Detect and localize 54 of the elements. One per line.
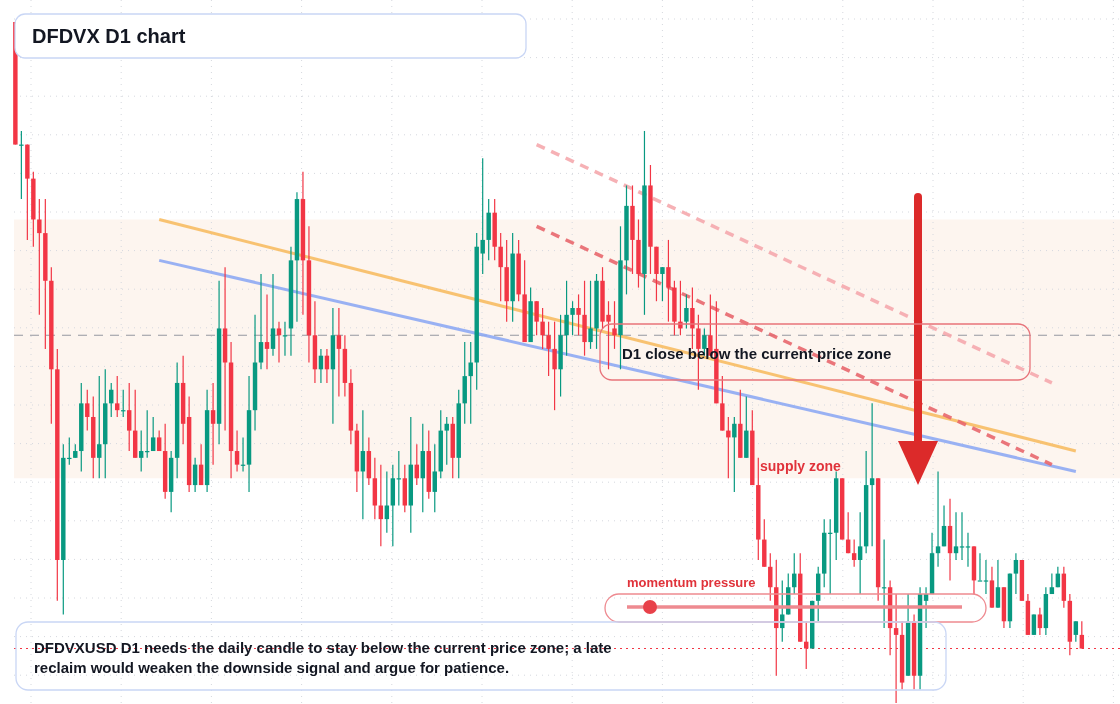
candlestick bbox=[552, 321, 557, 411]
candlestick bbox=[612, 300, 617, 350]
candlestick bbox=[1073, 620, 1079, 643]
candlestick bbox=[570, 300, 575, 336]
candlestick bbox=[660, 266, 665, 302]
candlestick bbox=[444, 416, 449, 466]
candlestick bbox=[540, 307, 545, 350]
candlestick bbox=[959, 511, 965, 561]
candlestick bbox=[498, 232, 503, 302]
candlestick bbox=[1031, 613, 1037, 636]
candlestick bbox=[726, 416, 731, 479]
candlestick bbox=[1079, 620, 1085, 650]
candlestick bbox=[264, 293, 270, 370]
candlestick bbox=[1037, 607, 1043, 636]
candlestick bbox=[336, 307, 342, 398]
candlestick bbox=[138, 430, 144, 473]
candlestick bbox=[732, 416, 737, 493]
candlestick bbox=[468, 341, 473, 425]
candlestick bbox=[666, 239, 671, 323]
candlestick bbox=[534, 300, 539, 336]
candlestick bbox=[19, 130, 24, 200]
band-label: supply zone bbox=[760, 458, 842, 475]
candlestick bbox=[37, 198, 42, 316]
candlestick bbox=[857, 511, 863, 595]
candlestick bbox=[995, 559, 1001, 609]
candlestick bbox=[576, 293, 581, 336]
candlestick bbox=[965, 532, 971, 568]
annotation: DFDVXUSD D1 needs the daily candle to stay below the current price zone; a late reclaim would weaken the downside signal and argue for patience. bbox=[34, 639, 612, 676]
candlestick bbox=[953, 511, 959, 561]
candlestick bbox=[684, 293, 689, 330]
candlestick bbox=[935, 470, 941, 568]
candlestick bbox=[85, 389, 90, 432]
candlestick bbox=[869, 402, 875, 547]
candlestick bbox=[588, 280, 593, 350]
candlestick bbox=[234, 430, 240, 473]
candlestick bbox=[690, 286, 695, 350]
candlestick bbox=[258, 273, 264, 370]
candlestick bbox=[432, 443, 437, 513]
candlestick bbox=[977, 552, 983, 582]
candlestick bbox=[270, 273, 276, 357]
annotation: momentum pressure bbox=[627, 575, 756, 590]
candlestick bbox=[804, 620, 809, 670]
candlestick bbox=[97, 375, 102, 479]
candlestick bbox=[126, 382, 132, 452]
candlestick bbox=[546, 321, 551, 377]
candlestick bbox=[1013, 552, 1019, 595]
candlestick bbox=[150, 416, 156, 452]
candlestick bbox=[851, 538, 857, 568]
candlestick bbox=[210, 382, 216, 466]
chart-title: DFDVX D1 chart bbox=[32, 25, 186, 47]
candlestick bbox=[983, 559, 989, 595]
candlestick bbox=[115, 375, 120, 418]
candlestick bbox=[564, 280, 569, 357]
candlestick bbox=[276, 321, 282, 364]
